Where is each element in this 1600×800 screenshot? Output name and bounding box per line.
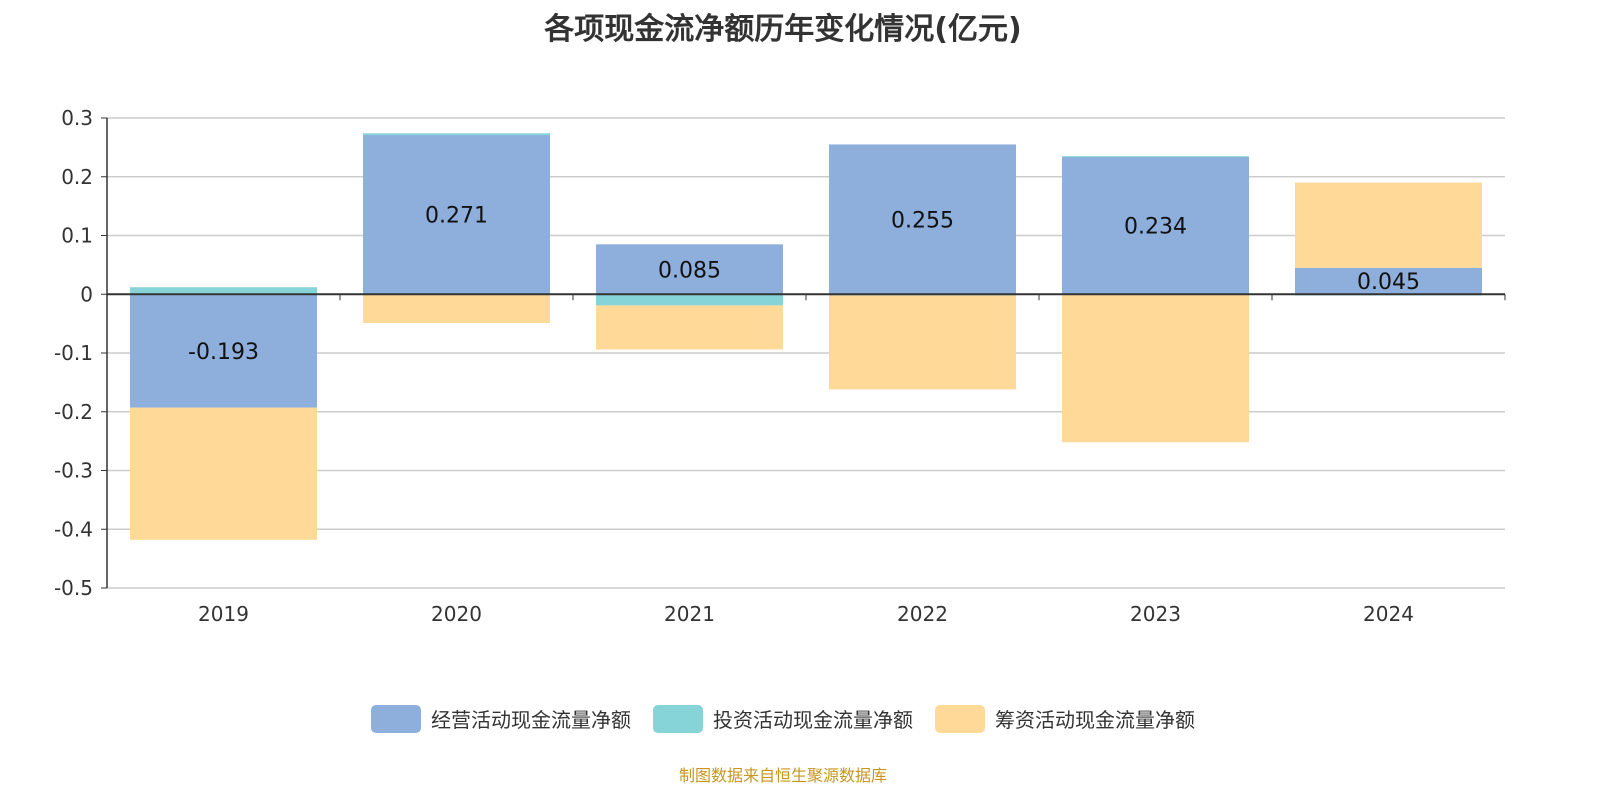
y-tick-label: -0.4: [54, 517, 93, 541]
bar-经营活动现金流量净额-2022: [829, 144, 1016, 295]
bar-经营活动现金流量净额-2021: [596, 244, 783, 295]
legend-label: 经营活动现金流量净额: [431, 708, 631, 732]
x-tick-label: 2019: [198, 602, 249, 626]
y-tick-label: -0.2: [54, 400, 93, 424]
bar-筹资活动现金流量净额-2021: [596, 305, 783, 350]
legend-label: 投资活动现金流量净额: [713, 708, 913, 732]
bar-筹资活动现金流量净额-2023: [1062, 294, 1249, 443]
bar-投资活动现金流量净额-2019: [130, 287, 317, 295]
x-tick-label: 2024: [1363, 602, 1414, 626]
bar-投资活动现金流量净额-2021: [596, 294, 783, 306]
y-tick-label: 0.1: [61, 224, 93, 248]
legend-label: 筹资活动现金流量净额: [995, 708, 1195, 732]
bar-筹资活动现金流量净额-2020: [363, 294, 550, 324]
data-label: 0.085: [658, 258, 721, 283]
bar-投资活动现金流量净额-2020: [363, 133, 550, 136]
legend-item-investing[interactable]: 投资活动现金流量净额: [653, 704, 913, 733]
legend: 经营活动现金流量净额 投资活动现金流量净额 筹资活动现金流量净额: [0, 704, 1566, 733]
data-label: 0.255: [891, 208, 954, 233]
legend-swatch: [653, 704, 703, 733]
legend-item-financing[interactable]: 筹资活动现金流量净额: [935, 704, 1195, 733]
bar-投资活动现金流量净额-2023: [1062, 156, 1249, 158]
y-tick-label: -0.3: [54, 459, 93, 483]
bar-经营活动现金流量净额-2024: [1295, 267, 1482, 295]
data-label: 0.234: [1124, 215, 1187, 240]
bar-筹资活动现金流量净额-2019: [130, 407, 317, 540]
legend-swatch: [935, 704, 985, 733]
x-tick-label: 2022: [897, 602, 948, 626]
y-tick-label: 0.3: [61, 106, 93, 130]
y-tick-label: 0.2: [61, 165, 93, 189]
legend-item-operating[interactable]: 经营活动现金流量净额: [371, 704, 631, 733]
bar-筹资活动现金流量净额-2024: [1295, 182, 1482, 268]
legend-swatch: [371, 704, 421, 733]
y-tick-label: 0: [80, 282, 93, 306]
bar-筹资活动现金流量净额-2022: [829, 295, 1016, 390]
y-tick-label: -0.5: [54, 576, 93, 600]
x-tick-label: 2021: [664, 602, 715, 626]
data-label: -0.193: [188, 340, 259, 365]
y-tick-label: -0.1: [54, 341, 93, 365]
bar-经营活动现金流量净额-2019: [130, 294, 317, 408]
bar-经营活动现金流量净额-2023: [1062, 156, 1249, 295]
chart-title: 各项现金流净额历年变化情况(亿元): [544, 12, 1022, 47]
data-label: 0.271: [425, 204, 488, 229]
data-label: 0.045: [1357, 270, 1420, 295]
x-tick-label: 2023: [1130, 602, 1181, 626]
bar-经营活动现金流量净额-2020: [363, 135, 550, 295]
x-tick-label: 2020: [431, 602, 482, 626]
source-note: 制图数据来自恒生聚源数据库: [678, 766, 887, 785]
